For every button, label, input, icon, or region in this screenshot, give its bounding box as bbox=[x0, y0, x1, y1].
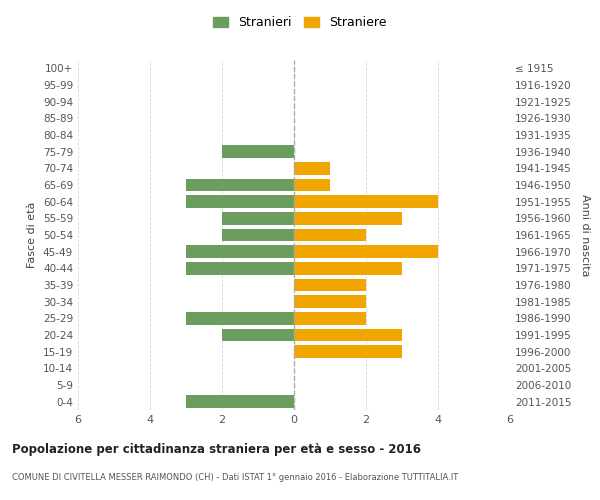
Bar bbox=[294, 262, 402, 274]
Bar bbox=[294, 212, 402, 224]
Bar bbox=[186, 312, 294, 324]
Y-axis label: Anni di nascita: Anni di nascita bbox=[580, 194, 590, 276]
Bar bbox=[294, 229, 366, 241]
Bar bbox=[294, 296, 366, 308]
Bar bbox=[222, 146, 294, 158]
Bar bbox=[186, 396, 294, 408]
Bar bbox=[294, 162, 330, 174]
Text: Popolazione per cittadinanza straniera per età e sesso - 2016: Popolazione per cittadinanza straniera p… bbox=[12, 442, 421, 456]
Bar bbox=[294, 179, 330, 192]
Bar bbox=[186, 179, 294, 192]
Bar bbox=[222, 229, 294, 241]
Bar bbox=[294, 346, 402, 358]
Bar bbox=[186, 246, 294, 258]
Bar bbox=[294, 196, 438, 208]
Y-axis label: Fasce di età: Fasce di età bbox=[28, 202, 37, 268]
Bar bbox=[186, 262, 294, 274]
Bar bbox=[186, 196, 294, 208]
Bar bbox=[294, 279, 366, 291]
Bar bbox=[294, 246, 438, 258]
Bar bbox=[222, 212, 294, 224]
Bar bbox=[222, 329, 294, 341]
Bar bbox=[294, 312, 366, 324]
Legend: Stranieri, Straniere: Stranieri, Straniere bbox=[208, 11, 392, 34]
Text: COMUNE DI CIVITELLA MESSER RAIMONDO (CH) - Dati ISTAT 1° gennaio 2016 - Elaboraz: COMUNE DI CIVITELLA MESSER RAIMONDO (CH)… bbox=[12, 472, 458, 482]
Bar bbox=[294, 329, 402, 341]
